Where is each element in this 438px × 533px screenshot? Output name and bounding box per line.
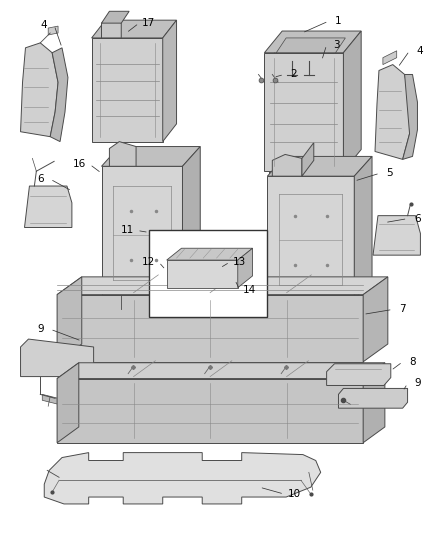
- Polygon shape: [102, 166, 183, 295]
- Polygon shape: [163, 20, 177, 142]
- Polygon shape: [57, 295, 363, 362]
- Polygon shape: [102, 18, 121, 38]
- Polygon shape: [269, 171, 339, 191]
- Polygon shape: [267, 156, 372, 176]
- Polygon shape: [339, 389, 408, 408]
- Text: 4: 4: [416, 46, 423, 56]
- Polygon shape: [274, 36, 336, 46]
- Polygon shape: [167, 248, 253, 260]
- Text: 14: 14: [243, 285, 256, 295]
- Text: 8: 8: [409, 357, 416, 367]
- Polygon shape: [354, 156, 372, 300]
- Text: 10: 10: [287, 489, 300, 499]
- Polygon shape: [302, 143, 314, 176]
- Text: 4: 4: [41, 20, 48, 30]
- Text: 12: 12: [142, 257, 155, 267]
- Polygon shape: [92, 20, 177, 38]
- Polygon shape: [363, 363, 385, 443]
- FancyBboxPatch shape: [149, 230, 267, 317]
- Polygon shape: [57, 277, 82, 362]
- Polygon shape: [267, 300, 354, 319]
- Text: 7: 7: [399, 304, 406, 314]
- Polygon shape: [92, 38, 163, 142]
- Polygon shape: [343, 31, 361, 171]
- Polygon shape: [48, 26, 58, 35]
- Text: 11: 11: [120, 225, 134, 236]
- Polygon shape: [238, 248, 253, 288]
- Text: 6: 6: [37, 174, 44, 184]
- Polygon shape: [102, 147, 200, 166]
- Polygon shape: [272, 155, 302, 176]
- Text: 16: 16: [73, 159, 86, 169]
- Polygon shape: [57, 363, 385, 378]
- Text: 2: 2: [291, 69, 297, 79]
- Text: 3: 3: [333, 40, 340, 50]
- Polygon shape: [363, 277, 388, 362]
- Polygon shape: [57, 378, 363, 443]
- Polygon shape: [373, 216, 420, 255]
- Polygon shape: [57, 277, 388, 295]
- Polygon shape: [328, 36, 336, 61]
- Text: 13: 13: [233, 257, 246, 267]
- Polygon shape: [383, 51, 397, 64]
- Polygon shape: [57, 363, 79, 443]
- Polygon shape: [167, 260, 238, 288]
- Text: 6: 6: [414, 214, 421, 224]
- Polygon shape: [183, 147, 200, 295]
- Polygon shape: [42, 394, 58, 404]
- Polygon shape: [50, 48, 68, 142]
- Polygon shape: [276, 38, 346, 53]
- Polygon shape: [44, 453, 321, 504]
- Polygon shape: [265, 53, 343, 171]
- Text: 17: 17: [142, 18, 155, 28]
- Polygon shape: [25, 186, 72, 228]
- Text: 5: 5: [386, 168, 393, 178]
- Polygon shape: [375, 64, 410, 159]
- Polygon shape: [274, 46, 328, 61]
- Polygon shape: [21, 43, 58, 136]
- Polygon shape: [327, 364, 391, 385]
- Text: 1: 1: [335, 16, 342, 26]
- Text: 9: 9: [37, 324, 44, 334]
- Text: 9: 9: [414, 378, 421, 389]
- Polygon shape: [110, 142, 136, 166]
- Polygon shape: [267, 176, 354, 300]
- Polygon shape: [265, 31, 361, 53]
- Polygon shape: [403, 75, 417, 159]
- Polygon shape: [102, 11, 129, 23]
- Polygon shape: [21, 339, 94, 377]
